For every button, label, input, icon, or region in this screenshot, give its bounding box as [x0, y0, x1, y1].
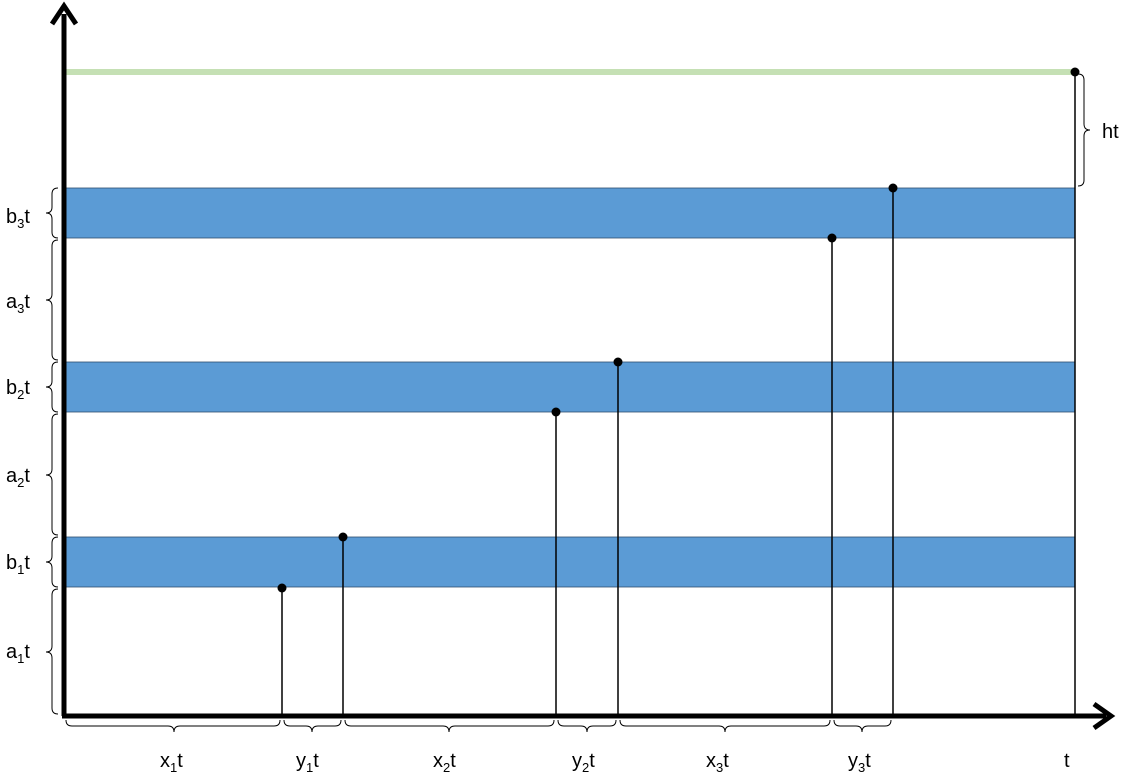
bottom-labels: x1t y1t x2t y2t x3t y3t t [160, 750, 1070, 775]
dot-t [1070, 67, 1080, 77]
band-b2 [65, 361, 1076, 413]
label-ht: ht [1102, 121, 1119, 143]
brace-b1 [45, 536, 59, 588]
label-x1: x1t [160, 750, 183, 775]
left-labels: b3t a3t b2t a2t b1t a1t [6, 206, 30, 666]
bottom-braces [65, 719, 892, 733]
stems [281, 72, 1076, 716]
label-b1: b1t [6, 552, 30, 577]
band-b1 [65, 536, 1076, 588]
x-axis-arrow [1092, 701, 1116, 731]
dot-x1 [277, 583, 287, 593]
dot-y1 [338, 532, 348, 542]
brace-y3 [833, 719, 892, 733]
dot-y2 [613, 357, 623, 367]
brace-a1 [45, 588, 59, 715]
label-x2: x2t [433, 750, 456, 775]
axes [49, 1, 1116, 731]
label-a3: a3t [6, 291, 30, 316]
label-t: t [1064, 750, 1070, 772]
brace-y2 [557, 719, 617, 733]
brace-a3 [45, 239, 59, 361]
dot-x2 [551, 407, 561, 417]
brace-x2 [344, 719, 555, 733]
y-axis-arrow [49, 1, 79, 26]
brace-a2 [45, 413, 59, 536]
label-b2: b2t [6, 377, 30, 402]
left-braces [45, 187, 59, 715]
brace-b2 [45, 361, 59, 413]
dot-x3 [827, 233, 837, 243]
dots [277, 67, 1080, 593]
label-y1: y1t [296, 750, 319, 775]
dot-y3 [888, 183, 898, 193]
label-y2: y2t [572, 750, 595, 775]
label-a2: a2t [6, 465, 30, 490]
brace-b3 [45, 187, 59, 239]
brace-x1 [65, 719, 281, 733]
label-y3: y3t [848, 750, 871, 775]
brace-y1 [283, 719, 342, 733]
label-a1: a1t [6, 641, 30, 666]
brace-x3 [619, 719, 831, 733]
label-x3: x3t [706, 750, 729, 775]
band-b3 [65, 187, 1076, 239]
brace-ht [1077, 73, 1091, 187]
label-b3: b3t [6, 206, 30, 231]
